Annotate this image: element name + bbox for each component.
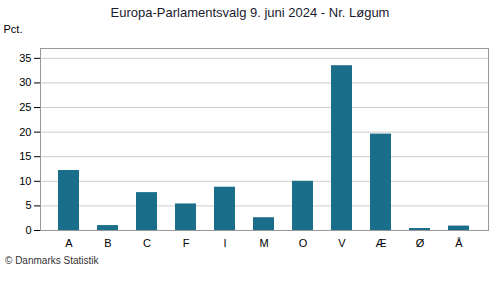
svg-text:20: 20	[19, 126, 31, 138]
svg-text:V: V	[338, 237, 346, 249]
svg-text:15: 15	[19, 150, 31, 162]
svg-text:F: F	[183, 237, 190, 249]
svg-text:0: 0	[25, 224, 31, 236]
html-text:© Danmarks Statistik: © Danmarks Statistik	[5, 255, 99, 266]
svg-text:Pct.: Pct.	[4, 23, 23, 35]
svg-text:I: I	[223, 237, 226, 249]
svg-text:25: 25	[19, 101, 31, 113]
svg-text:5: 5	[25, 199, 31, 211]
svg-text:10: 10	[19, 175, 31, 187]
svg-text:Å: Å	[455, 237, 463, 249]
svg-text:A: A	[65, 237, 73, 249]
html-text:Europa-Parlamentsvalg 9. juni: Europa-Parlamentsvalg 9. juni 2024 - Nr.…	[110, 5, 390, 20]
svg-text:O: O	[299, 237, 308, 249]
svg-text:C: C	[143, 237, 151, 249]
svg-text:B: B	[104, 237, 111, 249]
svg-text:30: 30	[19, 76, 31, 88]
svg-text:M: M	[259, 237, 268, 249]
svg-text:Æ: Æ	[376, 237, 387, 249]
svg-text:35: 35	[19, 52, 31, 64]
svg-text:Ø: Ø	[416, 237, 425, 249]
